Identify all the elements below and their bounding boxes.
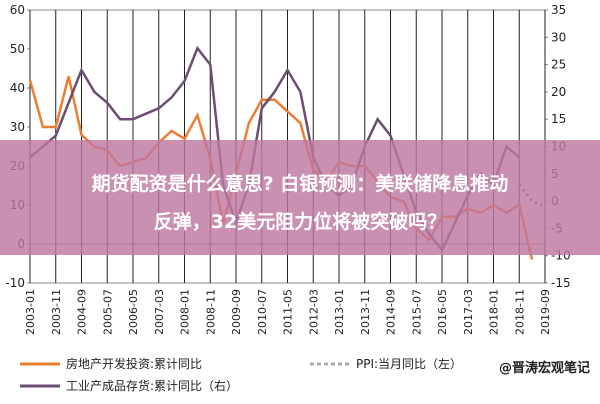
banner (0, 140, 600, 255)
x-tick-label: 2010-07 (256, 289, 269, 335)
x-tick-label: 2004-09 (76, 289, 89, 335)
legend-label: 房地产开发投资:累计同比 (66, 356, 202, 371)
y-tick-label: 50 (10, 42, 25, 56)
x-tick-label: 2006-05 (127, 289, 140, 335)
x-tick-label: 2003-01 (24, 289, 37, 335)
y2-tick-label: -15 (551, 276, 571, 290)
x-tick-label: 2013-11 (359, 289, 372, 335)
x-tick-label: 2017-03 (462, 289, 475, 335)
x-tick-label: 2008-11 (204, 289, 217, 335)
x-tick-label: 2007-03 (153, 289, 166, 335)
x-tick-label: 2005-07 (101, 289, 114, 335)
y2-tick-label: 20 (551, 85, 566, 99)
y2-tick-label: 35 (551, 3, 566, 17)
y-tick-label: 30 (10, 120, 25, 134)
x-tick-label: 2018-01 (488, 289, 501, 335)
x-tick-label: 2018-11 (513, 289, 526, 335)
legend-label: 工业产成品存货:累计同比（右） (66, 378, 238, 393)
y-tick-label: 40 (10, 81, 25, 95)
x-tick-label: 2013-01 (333, 289, 346, 335)
y2-tick-label: 30 (551, 30, 566, 44)
legend-label: PPI:当月同比（左） (356, 356, 462, 371)
x-tick-label: 2008-01 (179, 289, 192, 335)
banner-text: 反弹，32美元阻力位将被突破吗？ (154, 210, 446, 233)
x-tick-label: 2009-09 (230, 289, 243, 335)
x-tick-label: 2019-09 (539, 289, 552, 335)
x-tick-label: 2016-05 (436, 289, 449, 335)
y-tick-label: -10 (5, 276, 25, 290)
y-tick-label: 60 (10, 3, 25, 17)
y2-tick-label: 15 (551, 112, 566, 126)
x-tick-label: 2015-07 (410, 289, 423, 335)
watermark: @晋涛宏观笔记 (499, 360, 590, 376)
banner-text: 期货配资是什么意思? 白银预测：美联储降息推动 (92, 172, 509, 195)
x-tick-label: 2014-09 (385, 289, 398, 335)
x-tick-label: 2011-05 (282, 289, 295, 335)
y2-tick-label: 25 (551, 58, 566, 72)
x-tick-label: 2003-11 (50, 289, 63, 335)
x-tick-label: 2012-03 (307, 289, 320, 335)
